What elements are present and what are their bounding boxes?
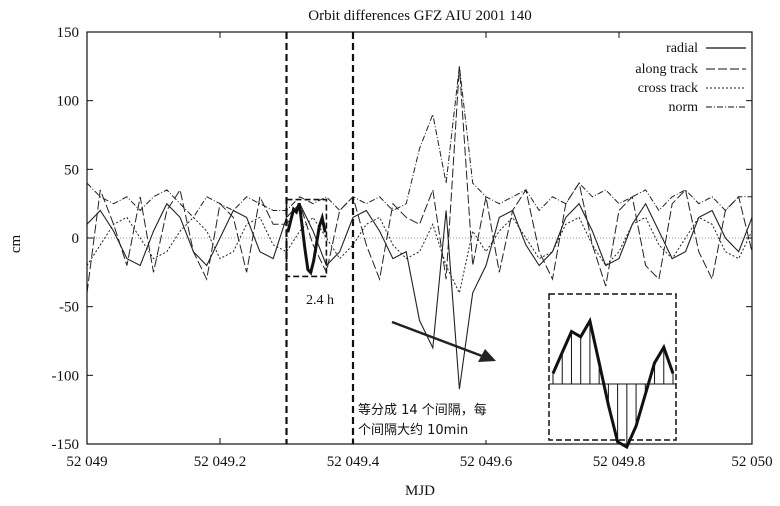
x-axis-label: MJD	[405, 483, 435, 499]
series-line-cross-track	[86, 216, 753, 295]
y-axis-label: cm	[8, 235, 24, 254]
x-tick-label: 52 049.2	[194, 454, 247, 470]
ticks-layer: -150 -100 -50 0 50 100 150 52 049 52 049.2 52 049…	[52, 25, 773, 470]
zoom-inset	[548, 293, 677, 450]
window-layer	[285, 32, 355, 444]
highlighted-segment	[286, 202, 327, 276]
x-tick-label: 52 049	[66, 454, 107, 470]
x-tick-label: 52 050	[731, 454, 772, 470]
chart-title: Orbit differences GFZ AIU 2001 140	[308, 8, 531, 24]
y-tick-label: -50	[59, 300, 79, 316]
annotation-arrow	[391, 320, 496, 362]
y-tick-label: 100	[57, 94, 80, 110]
x-tick-label: 52 049.6	[460, 454, 513, 470]
legend-label-norm: norm	[668, 100, 698, 115]
annotation-line-2: 个间隔大约 10min	[358, 423, 468, 438]
x-tick-label: 52 049.4	[327, 454, 380, 470]
y-tick-label: 0	[72, 231, 80, 247]
y-tick-label: -150	[52, 437, 80, 453]
legend-label-cross-track: cross track	[638, 81, 698, 96]
series-line-along-track	[86, 66, 753, 293]
series-layer	[86, 66, 753, 390]
y-tick-label: 150	[57, 25, 80, 41]
legend-label-radial: radial	[666, 41, 698, 56]
zoom-inset-curve	[551, 316, 675, 450]
inset-box	[285, 198, 328, 278]
window-label: 2.4 h	[306, 293, 334, 308]
y-tick-label: 50	[64, 162, 79, 178]
series-line-norm	[86, 66, 752, 219]
legend-label-along-track: along track	[635, 62, 698, 77]
x-tick-label: 52 049.8	[593, 454, 646, 470]
annotation-text-group: 等分成 14 个间隔，每 个间隔大约 10min	[356, 398, 544, 440]
series-line-radial	[86, 202, 753, 390]
legend: radial along track cross track norm	[635, 41, 746, 115]
annotation-line-1: 等分成 14 个间隔，每	[358, 402, 487, 418]
y-tick-label: -100	[52, 368, 80, 384]
